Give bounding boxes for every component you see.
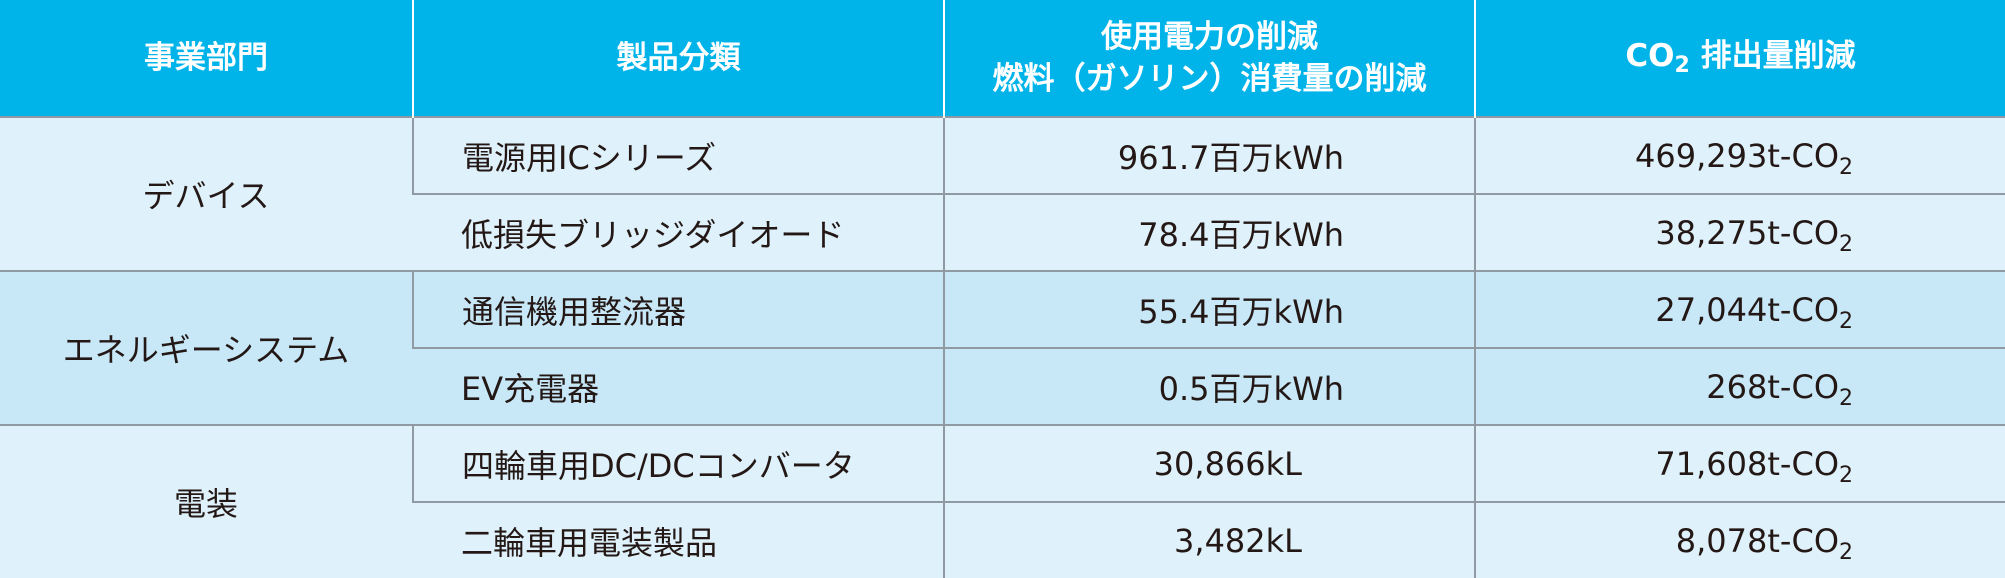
reduction-cell: 30,866kL (943, 424, 1475, 502)
table-row: 電装 四輪車用DC/DCコンバータ 30,866kL 71,608t-CO2 (0, 424, 2005, 578)
co2-unit-subscript: 2 (1839, 462, 1853, 488)
co2-unit: t-CO (1767, 213, 1839, 252)
reduction-cell: 55.4百万kWh (943, 270, 1475, 348)
co2-cell: 268t-CO2 (1474, 347, 2005, 425)
co2-cell: 38,275t-CO2 (1474, 193, 2005, 271)
department-cell: 電装 (0, 424, 413, 578)
table-row: 低損失ブリッジダイオード 78.4百万kWh 38,275t-CO2 (0, 193, 2005, 271)
co2-unit-subscript: 2 (1839, 231, 1853, 257)
header-reduction-line1: 使用電力の削減 (1101, 19, 1318, 55)
header-co2-prefix: CO (1625, 38, 1675, 74)
reduction-cell: 78.4百万kWh (943, 193, 1475, 271)
header-co2: CO2 排出量削減 (1474, 0, 2005, 117)
header-row: 事業部門 製品分類 使用電力の削減 燃料（ガソリン）消費量の削減 CO2 排出量… (0, 0, 2005, 117)
co2-cell: 469,293t-CO2 (1474, 116, 2005, 194)
header-product-category: 製品分類 (412, 0, 944, 117)
product-cell: EV充電器 (413, 347, 944, 425)
table-row: エネルギーシステム 通信機用整流器 55.4百万kWh 27,044t-CO2 (0, 270, 2005, 425)
header-co2-suffix: 排出量削減 (1700, 38, 1856, 74)
co2-value: 268 (1706, 367, 1768, 406)
product-cell: 四輪車用DC/DCコンバータ (412, 424, 944, 502)
table-header: 事業部門 製品分類 使用電力の削減 燃料（ガソリン）消費量の削減 CO2 排出量… (0, 0, 2005, 117)
co2-unit-subscript: 2 (1839, 539, 1853, 565)
co2-value: 8,078 (1675, 521, 1768, 560)
header-department: 事業部門 (0, 0, 413, 117)
co2-unit: t-CO (1767, 521, 1839, 560)
co2-cell: 8,078t-CO2 (1474, 501, 2005, 578)
co2-unit-subscript: 2 (1839, 154, 1853, 180)
header-co2-subscript: 2 (1674, 53, 1690, 78)
co2-value: 27,044 (1655, 290, 1768, 329)
table-row: EV充電器 0.5百万kWh 268t-CO2 (0, 347, 2005, 425)
reduction-cell: 0.5百万kWh (943, 347, 1475, 425)
product-cell: 通信機用整流器 (412, 270, 944, 348)
co2-unit: t-CO (1767, 136, 1839, 175)
header-reduction: 使用電力の削減 燃料（ガソリン）消費量の削減 (943, 0, 1475, 117)
table-body: デバイス 電源用ICシリーズ 961.7百万kWh 469,293t-CO2 低… (0, 116, 2005, 578)
table-row: デバイス 電源用ICシリーズ 961.7百万kWh 469,293t-CO2 (0, 116, 2005, 271)
product-cell: 電源用ICシリーズ (412, 116, 944, 194)
co2-value: 71,608 (1655, 444, 1768, 483)
co2-unit-subscript: 2 (1839, 385, 1853, 411)
co2-value: 469,293 (1635, 136, 1768, 175)
reduction-cell: 3,482kL (943, 501, 1475, 578)
header-reduction-line2: 燃料（ガソリン）消費量の削減 (992, 61, 1427, 97)
reduction-cell: 961.7百万kWh (943, 116, 1475, 194)
product-cell: 二輪車用電装製品 (413, 501, 944, 578)
co2-cell: 71,608t-CO2 (1474, 424, 2005, 502)
co2-cell: 27,044t-CO2 (1474, 270, 2005, 348)
co2-unit-subscript: 2 (1839, 308, 1853, 334)
co2-unit: t-CO (1767, 290, 1839, 329)
co2-value: 38,275 (1655, 213, 1768, 252)
co2-unit: t-CO (1767, 444, 1839, 483)
co2-unit: t-CO (1767, 367, 1839, 406)
department-cell: エネルギーシステム (0, 270, 413, 425)
table-row: 二輪車用電装製品 3,482kL 8,078t-CO2 (0, 501, 2005, 578)
department-cell: デバイス (0, 116, 413, 271)
product-cell: 低損失ブリッジダイオード (413, 193, 944, 271)
